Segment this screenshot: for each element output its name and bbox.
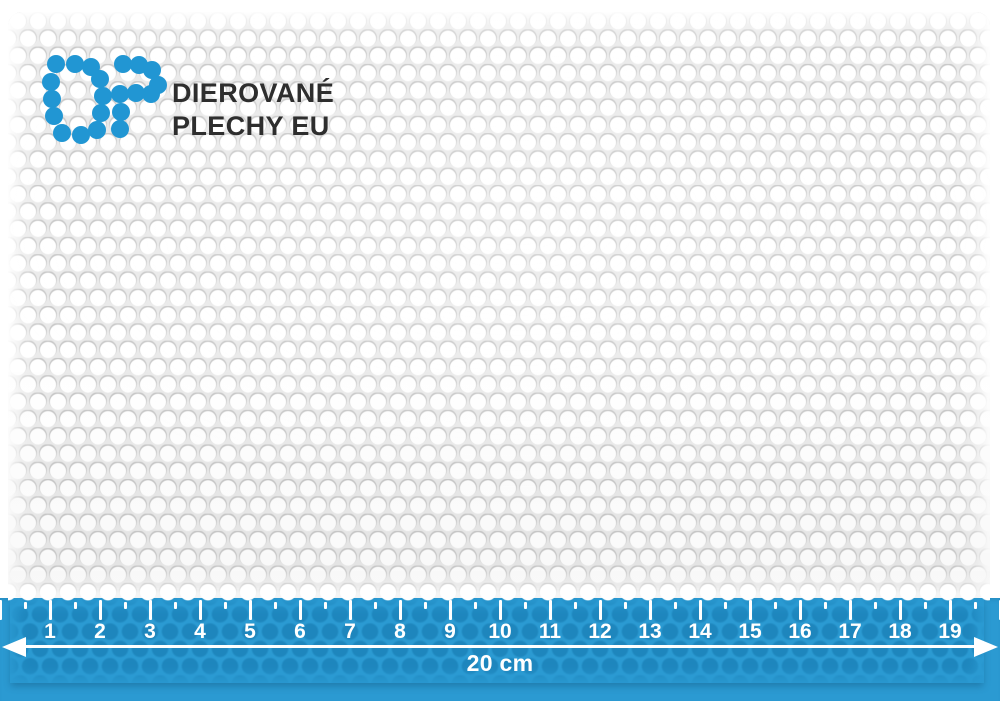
ruler-tick-major (398, 600, 402, 620)
logo-dot (43, 90, 61, 108)
logo-dot (114, 55, 132, 73)
ruler-tick-minor (623, 602, 627, 609)
ruler-tick-minor (523, 602, 527, 609)
ruler-number: 18 (888, 620, 912, 643)
brand-line-2: PLECHY EU (172, 111, 330, 141)
ruler-tick-minor (373, 602, 377, 609)
ruler-number: 2 (94, 620, 106, 643)
ruler-tick-major (748, 600, 752, 620)
ruler-tick-minor (23, 602, 27, 609)
ruler-number: 13 (638, 620, 662, 643)
ruler-tick-minor (723, 602, 727, 609)
logo-dot (92, 104, 110, 122)
ruler-tick-major (448, 600, 452, 620)
left-arrowhead-icon (2, 636, 26, 657)
ruler-number: 9 (444, 620, 456, 643)
ruler-number: 17 (838, 620, 862, 643)
logo-dot (143, 61, 161, 79)
ruler-tick-minor (173, 602, 177, 609)
ruler-number: 8 (394, 620, 406, 643)
ruler-number: 4 (194, 620, 206, 643)
ruler-number: 7 (344, 620, 356, 643)
ruler-tick-major (648, 600, 652, 620)
ruler-tick-minor (673, 602, 677, 609)
ruler-tick-major (298, 600, 302, 620)
logo-dot (88, 121, 106, 139)
ruler-tick-major (248, 600, 252, 620)
ruler-number: 12 (588, 620, 612, 643)
perforated-sheet-texture (8, 12, 990, 598)
ruler-tick-major (98, 600, 102, 620)
ruler-tick-major (348, 600, 352, 620)
ruler-number: 16 (788, 620, 812, 643)
ruler-tick-minor (223, 602, 227, 609)
logo-dot (91, 70, 109, 88)
logo-dot (111, 120, 129, 138)
ruler-tick-minor (73, 602, 77, 609)
ruler-number: 3 (144, 620, 156, 643)
ruler-tick-minor (923, 602, 927, 609)
ruler-tick-major (848, 600, 852, 620)
right-arrowhead-icon (974, 636, 998, 657)
ruler-tick-minor (973, 602, 977, 609)
logo-dot (94, 87, 112, 105)
ruler-tick-minor (823, 602, 827, 609)
ruler-tick-major (148, 600, 152, 620)
ruler-tick-major (498, 600, 502, 620)
logo-dot (45, 107, 63, 125)
ruler-tick-major (198, 600, 202, 620)
brand-text: DIEROVANÉ PLECHY EU (172, 77, 334, 143)
ruler-tick-minor (273, 602, 277, 609)
ruler-number: 15 (738, 620, 762, 643)
ruler-number: 19 (938, 620, 962, 643)
logo-dot (53, 124, 71, 142)
ruler-number: 1 (44, 620, 56, 643)
ruler-number: 11 (538, 620, 562, 643)
logo-dot (127, 84, 145, 102)
ruler-tick-minor (773, 602, 777, 609)
dimension-arrow-line (15, 645, 985, 648)
ruler-unit-label: 20 cm (466, 650, 534, 676)
logo-dot (142, 85, 160, 103)
ruler-tick-major (898, 600, 902, 620)
logo-dot (47, 55, 65, 73)
ruler-tick-major (698, 600, 702, 620)
ruler-number: 14 (688, 620, 712, 643)
ruler-pattern-overlay (10, 598, 984, 683)
logo-dot (42, 73, 60, 91)
ruler-tick-major (48, 600, 52, 620)
ruler-number: 5 (244, 620, 256, 643)
logo-dot (112, 103, 130, 121)
ruler-tick-minor (123, 602, 127, 609)
ruler-number: 10 (488, 620, 512, 643)
scale-ruler: 1 2 3 4 5 6 7 8 9 10 11 12 13 14 15 16 17 18 19 20 cm (0, 598, 1000, 701)
brand-line-1: DIEROVANÉ (172, 78, 335, 108)
ruler-tick-minor (423, 602, 427, 609)
logo-dot (111, 85, 129, 103)
ruler-tick-minor (873, 602, 877, 609)
ruler-tick-minor (573, 602, 577, 609)
logo-dot (66, 55, 84, 73)
ruler-tick-major (548, 600, 552, 620)
ruler-tick-minor (473, 602, 477, 609)
ruler-tick-major (798, 600, 802, 620)
ruler-tick-major (598, 600, 602, 620)
ruler-tick-major (998, 600, 1000, 620)
ruler-tick-major (0, 600, 2, 620)
ruler-tick-minor (323, 602, 327, 609)
ruler-tick-major (948, 600, 952, 620)
logo-dot (72, 126, 90, 144)
ruler-number: 6 (294, 620, 306, 643)
